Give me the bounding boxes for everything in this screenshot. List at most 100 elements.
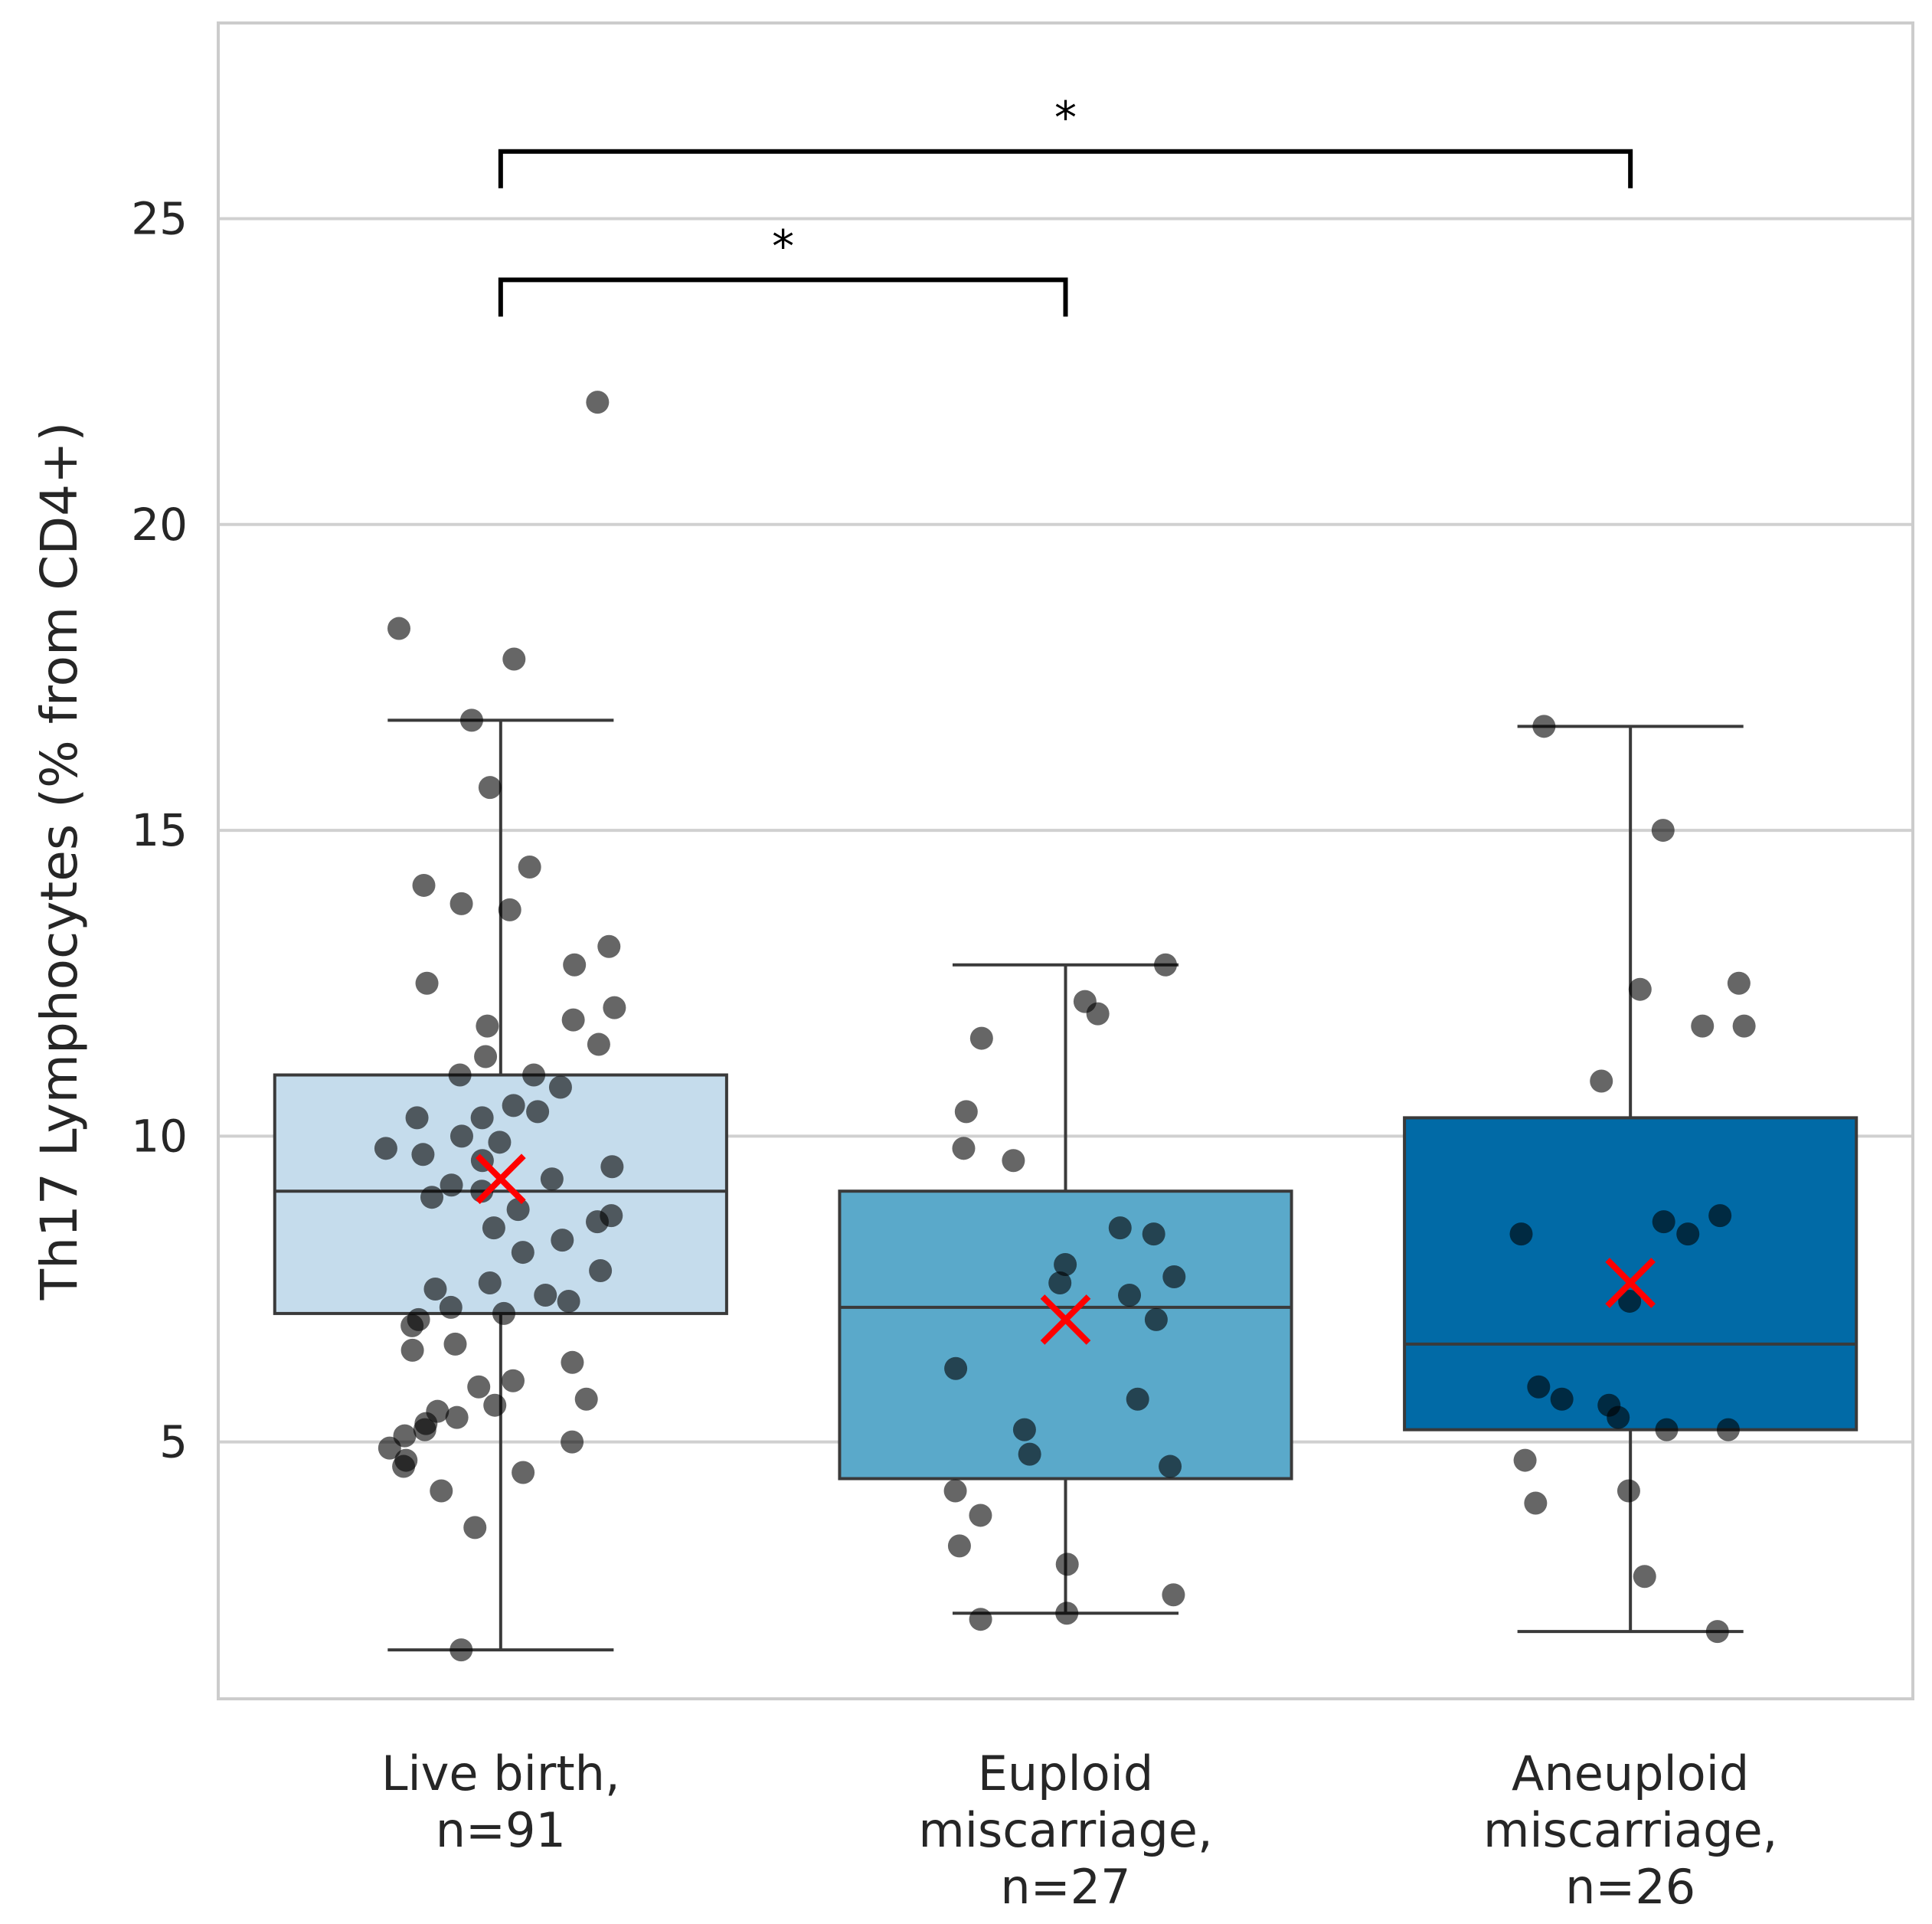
data-point	[423, 1277, 447, 1301]
data-point	[374, 1137, 397, 1160]
box	[273, 1073, 728, 1315]
data-point	[1550, 1387, 1574, 1411]
data-point	[1705, 1620, 1729, 1644]
data-point	[445, 1405, 469, 1429]
data-point	[1732, 1014, 1756, 1038]
data-point	[561, 1008, 585, 1032]
data-point	[1655, 1418, 1679, 1441]
data-point	[483, 1393, 507, 1417]
data-point	[952, 1137, 976, 1160]
data-point	[1118, 1283, 1142, 1307]
significance-label: *	[772, 220, 794, 272]
data-point	[1651, 819, 1675, 843]
data-point	[526, 1100, 550, 1124]
data-point	[387, 617, 410, 640]
data-point	[1055, 1602, 1079, 1625]
data-point	[1108, 1216, 1132, 1240]
mean-marker	[476, 1153, 526, 1205]
data-point	[548, 1075, 572, 1099]
x-category-label: miscarriage,	[1483, 1802, 1777, 1858]
data-point	[1532, 715, 1556, 738]
data-point	[1142, 1222, 1165, 1246]
data-point	[511, 1241, 534, 1265]
data-point	[947, 1534, 971, 1558]
data-point	[1162, 1583, 1185, 1607]
data-point	[1086, 1002, 1110, 1026]
data-point	[574, 1387, 598, 1411]
y-tick-label: 5	[159, 1416, 188, 1468]
significance-bracket	[498, 277, 1068, 317]
data-point	[405, 1106, 429, 1130]
y-tick-label: 15	[131, 804, 188, 856]
data-point	[1513, 1448, 1537, 1472]
data-point	[449, 1638, 473, 1662]
data-point	[392, 1454, 416, 1478]
data-point	[1054, 1253, 1077, 1277]
data-point	[1154, 953, 1178, 977]
data-point	[597, 934, 621, 958]
data-point	[463, 1516, 487, 1540]
data-point	[1590, 1069, 1613, 1093]
data-point	[1159, 1454, 1182, 1478]
data-point	[430, 1479, 453, 1503]
data-point	[488, 1131, 512, 1154]
x-category-label: Live birth,	[381, 1746, 620, 1801]
x-category-label: miscarriage,	[918, 1802, 1212, 1858]
data-point	[412, 873, 436, 897]
data-point	[954, 1100, 978, 1124]
data-point	[440, 1173, 463, 1197]
data-point	[400, 1314, 424, 1337]
data-point	[1618, 1289, 1642, 1313]
x-category-label: n=27	[1000, 1859, 1130, 1915]
data-point	[474, 1045, 498, 1068]
data-point	[943, 1479, 967, 1503]
data-point	[518, 855, 541, 879]
data-point	[470, 1180, 494, 1203]
x-category-labels: Live birth,n=91Euploidmiscarriage,n=27An…	[381, 1746, 1777, 1915]
mean-marker	[1605, 1258, 1656, 1308]
x-category-label: n=26	[1565, 1859, 1695, 1915]
data-point	[944, 1356, 968, 1380]
data-point	[561, 1430, 584, 1454]
data-point	[586, 1210, 610, 1234]
data-point	[603, 996, 626, 1019]
data-point	[586, 391, 610, 414]
data-point	[482, 1216, 505, 1240]
y-tick-labels: 5 10 15 20 25	[131, 193, 188, 1468]
y-tick-label: 20	[131, 499, 188, 551]
data-point	[478, 1271, 502, 1294]
data-point	[540, 1167, 564, 1191]
data-point	[439, 1295, 463, 1319]
data-point	[400, 1338, 424, 1362]
data-points	[374, 391, 1756, 1662]
y-axis-label: Th17 Lymphocytes (% from CD4+)	[30, 422, 89, 1301]
data-point	[459, 708, 483, 732]
data-point	[449, 892, 473, 915]
data-point	[1628, 977, 1652, 1001]
data-point	[415, 971, 439, 995]
data-point	[969, 1504, 992, 1527]
data-point	[478, 776, 502, 800]
data-point	[498, 898, 521, 921]
data-point	[420, 1186, 444, 1209]
data-point	[502, 1369, 525, 1392]
data-point	[502, 647, 526, 671]
data-point	[522, 1063, 546, 1087]
data-point	[1162, 1265, 1186, 1289]
data-point	[969, 1608, 992, 1631]
data-point	[476, 1014, 499, 1038]
significance-label: *	[1054, 92, 1077, 144]
mean-markers	[476, 1153, 1656, 1345]
data-point	[563, 953, 587, 977]
data-point	[557, 1289, 580, 1313]
data-point	[467, 1375, 491, 1399]
y-tick-label: 10	[131, 1110, 188, 1162]
significance-bracket	[498, 149, 1633, 188]
x-category-label: n=91	[436, 1802, 566, 1858]
data-point	[561, 1350, 584, 1374]
data-point	[534, 1283, 557, 1307]
data-point	[411, 1143, 435, 1167]
data-point	[512, 1461, 535, 1484]
data-point	[1524, 1491, 1548, 1515]
